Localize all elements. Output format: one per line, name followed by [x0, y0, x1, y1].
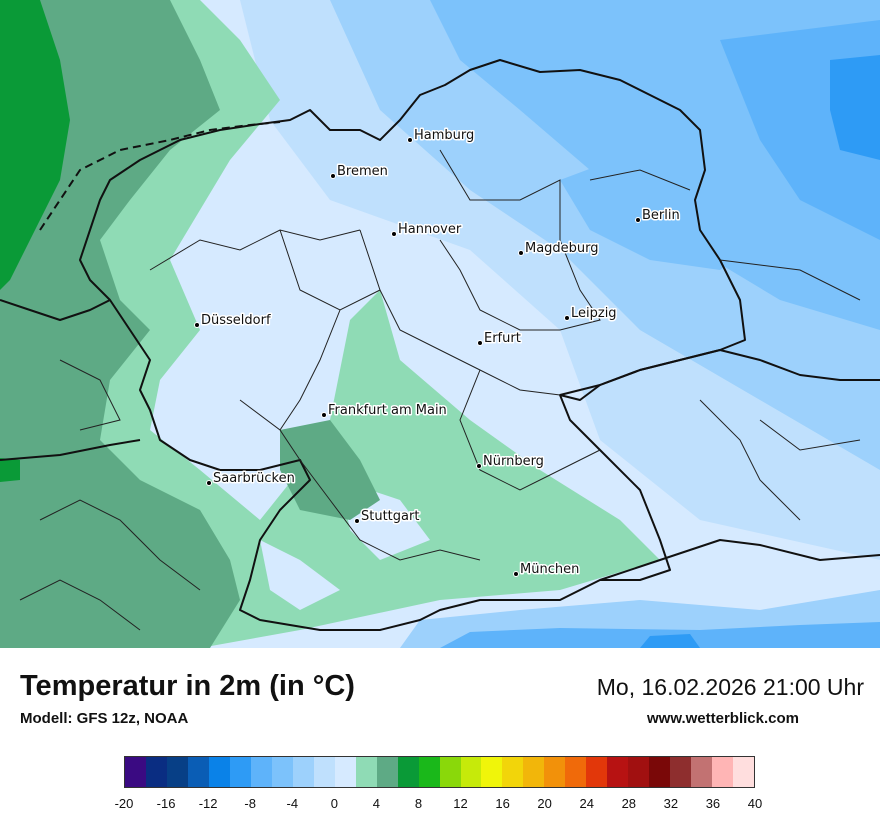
- color-scale-tick-label: 36: [705, 796, 721, 811]
- forecast-datetime: Mo, 16.02.2026 21:00 Uhr: [596, 674, 864, 700]
- city-dot-icon: [564, 315, 570, 321]
- color-scale-tick-label: 32: [663, 796, 679, 811]
- model-info: Modell: GFS 12z, NOAA: [20, 710, 189, 727]
- city-dot-icon: [354, 518, 360, 524]
- color-scale-cell: [544, 757, 566, 787]
- color-scale-cell: [649, 757, 671, 787]
- color-scale-tick-label: 28: [621, 796, 637, 811]
- city-dot-icon: [194, 322, 200, 328]
- color-scale-cell: [481, 757, 503, 787]
- color-scale-cell: [712, 757, 734, 787]
- city-label: Hamburg: [414, 128, 474, 143]
- city-label: Berlin: [642, 208, 680, 223]
- city-label: Hannover: [398, 222, 462, 237]
- city-label: Stuttgart: [361, 509, 419, 524]
- city-label: München: [520, 562, 579, 577]
- color-scale-cell: [628, 757, 650, 787]
- color-scale-tick-label: 24: [579, 796, 594, 811]
- color-scale: [124, 756, 755, 788]
- city-label: Frankfurt am Main: [328, 403, 447, 418]
- color-scale-ticks: -20 -16 -12 -8 -4 0 4 8 12 16 20 24 28 32 36 40: [115, 796, 763, 816]
- color-scale-tick-label: 4: [372, 796, 381, 811]
- country-borders: [0, 59, 880, 631]
- color-scale-cell: [355, 757, 377, 787]
- color-scale-cell: [271, 757, 293, 787]
- color-scale-tick-label: -20: [114, 796, 134, 811]
- color-scale-tick-label: 12: [453, 796, 468, 811]
- city-label: Nürnberg: [483, 454, 544, 469]
- color-scale-cell: [502, 757, 524, 787]
- color-scale-cell: [229, 757, 251, 787]
- color-scale-tick-label: -4: [286, 796, 299, 811]
- color-scale-cell: [250, 757, 272, 787]
- color-scale-tick-label: 0: [330, 796, 338, 811]
- color-scale-cell: [187, 757, 209, 787]
- color-scale-cell: [166, 757, 188, 787]
- maritime-border: [39, 121, 281, 231]
- state-borders: [19, 149, 861, 631]
- color-scale-cell: [460, 757, 482, 787]
- color-scale-cell: [376, 757, 398, 787]
- city-label: Magdeburg: [525, 241, 599, 256]
- city-dot-icon: [477, 340, 483, 346]
- city-dot-icon: [635, 217, 641, 223]
- color-scale-cell: [418, 757, 440, 787]
- color-scale-cell: [208, 757, 230, 787]
- city-dot-icon: [518, 250, 524, 256]
- map-title: Temperatur in 2m (in °C): [20, 670, 355, 702]
- color-scale-tick-label: -8: [244, 796, 256, 811]
- color-scale-tick-label: 20: [537, 796, 552, 811]
- city-label: Erfurt: [484, 331, 521, 346]
- city-dot-icon: [476, 463, 482, 469]
- city-markers: Hamburg Bremen Berlin Hannover Magdeburg Düss…: [194, 127, 681, 579]
- color-scale-cell: [691, 757, 713, 787]
- color-scale-cell: [397, 757, 419, 787]
- color-scale-cell: [125, 757, 146, 787]
- color-scale-cell: [733, 757, 755, 787]
- city-dot-icon: [321, 412, 327, 418]
- city-label: Saarbrücken: [213, 471, 295, 486]
- color-scale-tick-label: -16: [156, 796, 176, 811]
- temperature-field: [0, 0, 880, 648]
- color-scale-cell: [292, 757, 314, 787]
- city-label: Leipzig: [571, 306, 617, 321]
- city-dot-icon: [407, 137, 413, 143]
- color-scale-cell: [586, 757, 608, 787]
- color-scale-tick-label: -12: [198, 796, 218, 811]
- color-scale-cell: [523, 757, 545, 787]
- color-scale-cell: [334, 757, 356, 787]
- color-scale-cell: [670, 757, 692, 787]
- color-scale-cell: [565, 757, 587, 787]
- color-scale-cell: [607, 757, 629, 787]
- city-label: Düsseldorf: [201, 313, 271, 328]
- city-dot-icon: [206, 480, 212, 486]
- color-scale-tick-label: 16: [495, 796, 510, 811]
- city-dot-icon: [391, 231, 397, 237]
- color-scale-cell: [145, 757, 167, 787]
- color-scale-tick-label: 8: [414, 796, 423, 811]
- city-dot-icon: [513, 571, 519, 577]
- city-dot-icon: [330, 173, 336, 179]
- city-label: Bremen: [337, 164, 388, 179]
- color-scale-cell: [439, 757, 461, 787]
- temperature-map: Hamburg Bremen Berlin Hannover Magdeburg Düss…: [0, 0, 880, 648]
- map-footer: Temperatur in 2m (in °C) Modell: GFS 12z…: [0, 648, 880, 830]
- color-scale-cell: [313, 757, 335, 787]
- color-scale-tick-label: 40: [747, 796, 763, 811]
- website-link[interactable]: www.wetterblick.com: [647, 710, 799, 727]
